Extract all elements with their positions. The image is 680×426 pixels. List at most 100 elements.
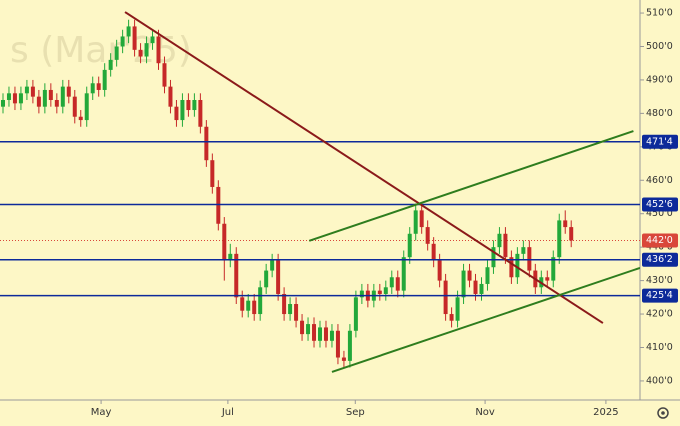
price-label: 442'0 <box>646 235 673 246</box>
candle-body <box>174 106 179 121</box>
candle-body <box>425 227 430 244</box>
candle-body <box>545 277 550 281</box>
price-label-box <box>642 252 678 267</box>
candle-body <box>413 210 418 234</box>
x-tick-label: 2025 <box>593 407 618 418</box>
price-label-box <box>642 288 678 303</box>
candle-body <box>449 314 454 321</box>
candle-body <box>6 93 11 100</box>
candle-body <box>126 26 131 37</box>
candle-body <box>551 257 556 281</box>
candle-body <box>473 280 478 294</box>
candle-body <box>114 46 119 60</box>
candle-body <box>485 267 490 284</box>
candle-body <box>306 324 311 335</box>
y-tick-label: 500'0 <box>646 41 673 52</box>
candle-body <box>186 100 191 111</box>
candle-body <box>509 257 514 278</box>
candle-body <box>96 83 101 90</box>
candle-body <box>521 247 526 254</box>
candle-body <box>30 86 35 97</box>
y-tick-label: 510'0 <box>646 8 673 19</box>
candle-body <box>407 233 412 258</box>
trend-line <box>331 266 640 373</box>
trend-line <box>124 11 604 324</box>
candle-body <box>102 69 107 90</box>
candle-body <box>491 247 496 268</box>
price-label: 452'6 <box>646 199 673 210</box>
candle-body <box>264 270 269 288</box>
candle-body <box>168 86 173 107</box>
price-label-box <box>642 134 678 149</box>
price-label: 436'2 <box>646 254 673 265</box>
y-tick-label: 460'0 <box>646 175 673 186</box>
candle-body <box>36 96 41 107</box>
candle-body <box>60 86 65 107</box>
candle-body <box>557 220 562 258</box>
candle-body <box>72 96 77 117</box>
candle-body <box>276 260 281 294</box>
candle-body <box>270 260 275 271</box>
candle-body <box>318 327 322 341</box>
candle-body <box>24 86 29 94</box>
x-tick-label: Jul <box>221 407 234 418</box>
candle-body <box>228 253 233 261</box>
y-tick-label: 450'0 <box>646 208 673 219</box>
candle-body <box>138 49 143 57</box>
candle-body <box>144 43 149 57</box>
candle-body <box>389 277 394 288</box>
candle-body <box>90 83 95 94</box>
candle-body <box>210 160 215 187</box>
candle-body <box>383 287 388 294</box>
candle-body <box>198 100 203 127</box>
candle-body <box>192 100 197 111</box>
price-label: 425'4 <box>646 290 673 301</box>
candle-body <box>503 233 508 258</box>
price-label-box <box>642 197 678 212</box>
candle-body <box>377 290 382 294</box>
y-tick-label: 410'0 <box>646 342 673 353</box>
candle-body <box>78 116 83 121</box>
candle-body <box>353 297 358 331</box>
candle-body <box>258 287 263 315</box>
candle-body <box>419 210 424 228</box>
x-tick-label: Nov <box>475 407 495 418</box>
candle-body <box>359 290 364 298</box>
candle-body <box>294 304 299 321</box>
candle-body <box>246 300 251 311</box>
candle-body <box>563 220 568 228</box>
candle-body <box>84 93 89 121</box>
candle-body <box>335 330 340 358</box>
candle-body <box>461 270 466 298</box>
candle-body <box>437 260 442 281</box>
candle-body <box>401 257 406 291</box>
candle-body <box>42 89 47 107</box>
price-label-box <box>642 233 678 248</box>
candle-body <box>240 297 245 311</box>
candle-body <box>252 300 257 315</box>
price-label: 471'4 <box>646 136 673 147</box>
candle-body <box>234 253 239 298</box>
candle-body <box>150 36 155 44</box>
candle-body <box>497 233 502 248</box>
candle-body <box>162 63 167 87</box>
settings-icon[interactable] <box>657 407 669 419</box>
candle-body <box>156 36 161 64</box>
y-tick-label: 420'0 <box>646 309 673 320</box>
candle-body <box>300 320 305 335</box>
candle-body <box>341 357 346 361</box>
candle-body <box>395 277 400 291</box>
x-tick-label: Sep <box>346 407 365 418</box>
y-tick-label: 490'0 <box>646 74 673 85</box>
candle-body <box>18 93 23 104</box>
candle-body <box>0 100 5 107</box>
candle-body <box>108 59 113 70</box>
candle-body <box>204 126 209 161</box>
candle-body <box>431 243 436 261</box>
candle-body <box>48 89 53 100</box>
candle-body <box>479 283 484 294</box>
candle-body <box>132 26 137 50</box>
candle-body <box>66 86 71 97</box>
candle-body <box>312 324 317 341</box>
